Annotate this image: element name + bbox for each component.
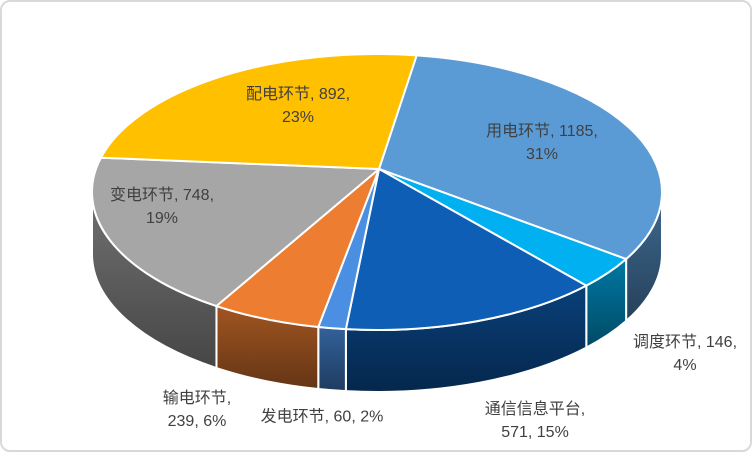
pie-slice-通信信息平台 (344, 168, 588, 331)
pie-slice-side-发电环节 (317, 326, 347, 393)
pie-slice-变电环节 (91, 156, 380, 308)
pie-slice-用电环节 (378, 54, 663, 261)
pie-slice-配电环节 (99, 53, 418, 170)
